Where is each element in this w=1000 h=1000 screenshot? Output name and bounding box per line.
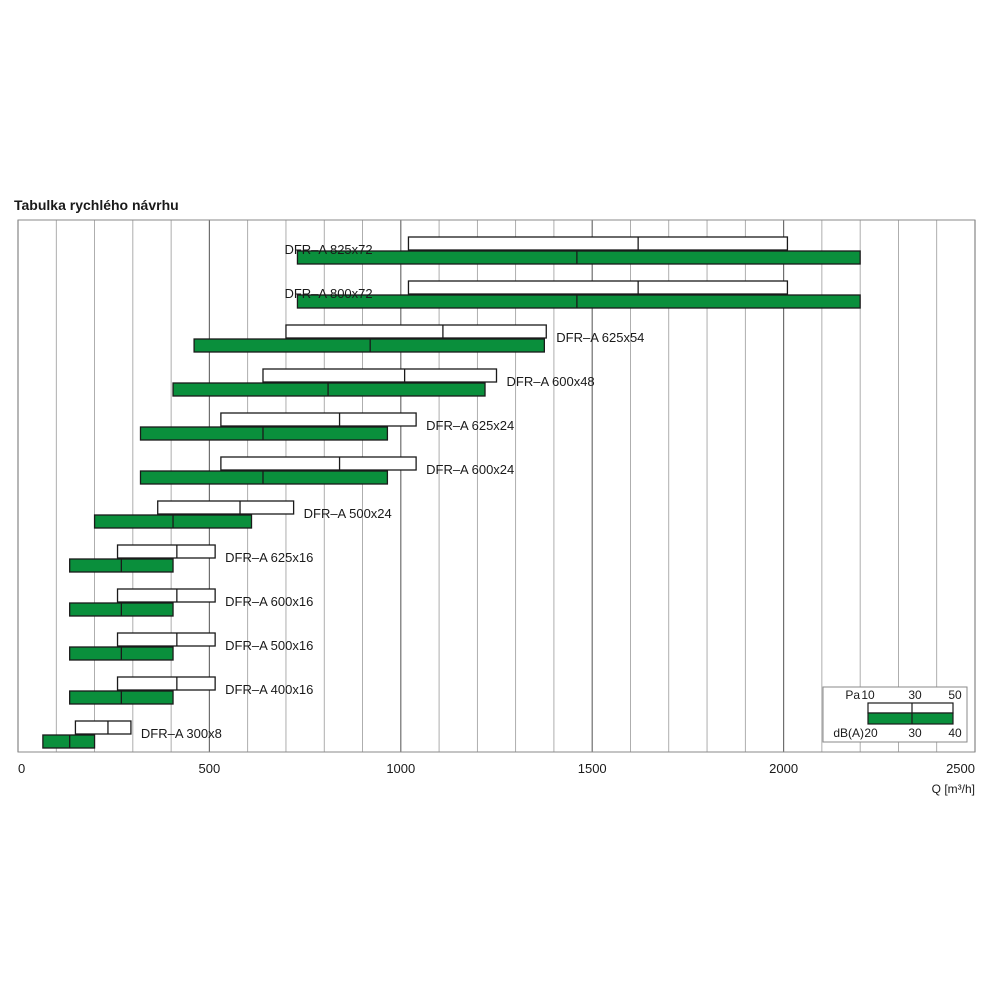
legend-sound-tick: 30 xyxy=(908,726,922,740)
sound-bar xyxy=(193,338,545,353)
legend-pressure-tick: 10 xyxy=(861,688,875,702)
grid-lines xyxy=(17,219,976,753)
x-tick-label: 2000 xyxy=(769,761,798,776)
row-labels: DFR–A 825x72 DFR–A 800x72 DFR–A 625x54 DFR–… xyxy=(141,242,645,741)
legend-pressure-tick: 30 xyxy=(908,688,922,702)
legend: Pa 10 30 50 dB(A) 20 30 40 xyxy=(822,686,968,743)
row-label: DFR–A 600x24 xyxy=(426,462,514,477)
x-axis: 0 500 1000 1500 2000 2500 Q [m³/h] xyxy=(18,761,975,796)
pressure-bar xyxy=(157,500,295,515)
legend-sound-tick: 20 xyxy=(864,726,878,740)
x-tick-label: 0 xyxy=(18,761,25,776)
bars xyxy=(42,236,861,749)
sound-bar xyxy=(296,294,861,309)
pressure-bar xyxy=(285,324,547,339)
pressure-bar xyxy=(74,720,132,735)
plot-frame xyxy=(17,219,976,753)
row-label: DFR–A 625x54 xyxy=(556,330,644,345)
x-tick-label: 500 xyxy=(199,761,221,776)
pressure-bar xyxy=(220,456,417,471)
pressure-bar xyxy=(262,368,498,383)
sound-bar xyxy=(296,250,861,265)
sound-bar xyxy=(139,470,389,485)
x-tick-label: 1500 xyxy=(578,761,607,776)
legend-sound-swatch xyxy=(867,712,954,725)
row-label: DFR–A 600x48 xyxy=(507,374,595,389)
row-label: DFR–A 400x16 xyxy=(225,682,313,697)
legend-sound-label: dB(A) xyxy=(833,726,864,740)
row-label: DFR–A 625x16 xyxy=(225,550,313,565)
sound-bar xyxy=(172,382,486,397)
row-label: DFR–A 500x24 xyxy=(304,506,392,521)
pressure-bar xyxy=(407,236,789,251)
x-tick-label: 1000 xyxy=(386,761,415,776)
pressure-bar xyxy=(116,676,216,691)
chart-title: Tabulka rychlého návrhu xyxy=(14,197,179,213)
row-label: DFR–A 800x72 xyxy=(284,286,372,301)
sound-bar xyxy=(139,426,389,441)
pressure-bar xyxy=(407,280,789,295)
row-label: DFR–A 300x8 xyxy=(141,726,222,741)
row-label: DFR–A 825x72 xyxy=(284,242,372,257)
legend-pressure-label: Pa xyxy=(845,688,860,702)
x-tick-label: 2500 xyxy=(946,761,975,776)
pressure-bar xyxy=(220,412,417,427)
pressure-bar xyxy=(116,588,216,603)
pressure-bar xyxy=(116,632,216,647)
row-label: DFR–A 500x16 xyxy=(225,638,313,653)
row-label: DFR–A 600x16 xyxy=(225,594,313,609)
legend-pressure-swatch xyxy=(867,702,954,714)
pressure-bar xyxy=(116,544,216,559)
row-label: DFR–A 625x24 xyxy=(426,418,514,433)
x-axis-label: Q [m³/h] xyxy=(932,782,975,796)
sound-bar xyxy=(42,734,96,749)
legend-pressure-tick: 50 xyxy=(948,688,962,702)
legend-sound-tick: 40 xyxy=(948,726,962,740)
